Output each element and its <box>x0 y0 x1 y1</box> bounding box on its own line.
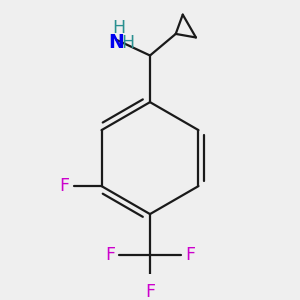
Text: F: F <box>145 284 155 300</box>
Text: H: H <box>112 19 126 37</box>
Text: N: N <box>108 33 124 52</box>
Text: F: F <box>59 177 69 195</box>
Text: F: F <box>185 246 195 264</box>
Text: F: F <box>105 246 115 264</box>
Text: H: H <box>121 34 134 52</box>
